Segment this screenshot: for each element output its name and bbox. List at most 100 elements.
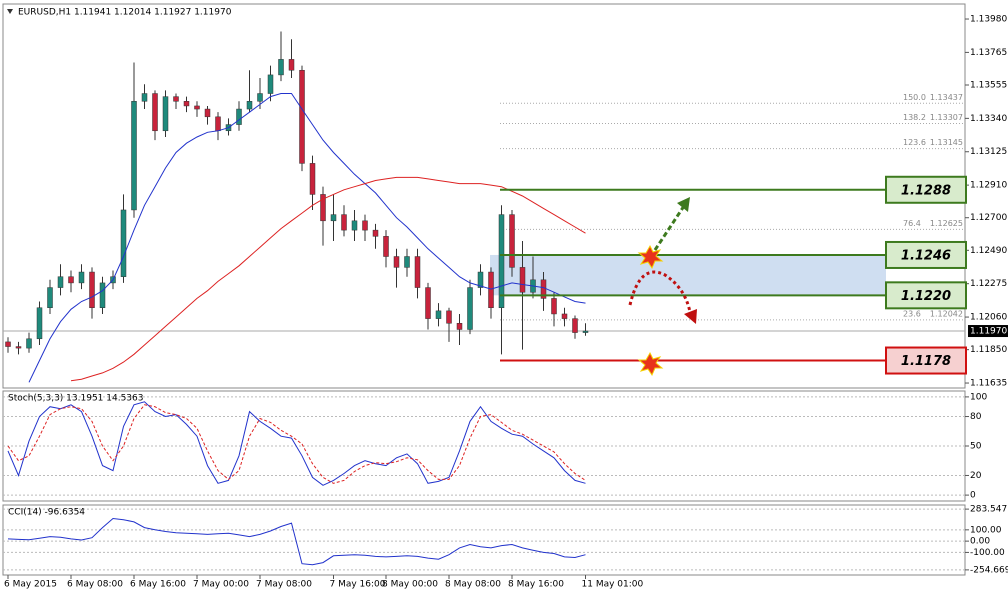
fib-ratio: 23.6 [903,309,921,318]
x-tick-label: 8 May 08:00 [445,580,501,590]
x-tick-label: 8 May 16:00 [508,580,564,590]
y-tick-label: 1.13555 [970,80,1007,90]
y-tick-label: 1.13765 [970,48,1007,58]
candle-body [131,101,137,211]
last-price-tag [968,325,1008,338]
x-tick-label: 8 May 00:00 [382,580,438,590]
y-tick-label: 1.13340 [970,114,1007,124]
y-tick-label: 1.12490 [970,246,1007,256]
candle-body [47,287,53,308]
candle-body [57,276,64,288]
indicator-line [7,404,586,484]
candle-body [183,101,190,107]
down-arrow [628,270,692,313]
x-tick-label: 6 May 08:00 [67,580,123,590]
fib-ratio: 150.0 [903,93,926,102]
candle-body [36,307,43,340]
candle-body [498,214,505,308]
y-tick-label: 1.13980 [970,15,1007,25]
level-label: 1.1220 [901,289,951,304]
candle-body [330,214,337,222]
candle-body [246,101,253,110]
burst [637,244,664,270]
candle-body [173,96,179,102]
fib-price: 1.12625 [930,219,963,228]
candle-body [425,287,431,319]
candle-body [456,323,463,330]
y-tick-label: 80 [970,412,982,422]
y-tick-label: 50 [970,442,982,452]
annotations [628,197,697,377]
candle-body [204,108,211,118]
level-label: 1.1288 [901,183,951,198]
level-box [885,240,967,269]
y-tick-label: 1.12700 [970,213,1007,223]
menu-triangle [7,9,13,14]
y-tick-label: 1.11635 [970,379,1007,389]
candle-body [404,256,410,268]
level-label: 1.1178 [901,354,951,369]
candle-body [152,93,158,132]
y-tick-label: 1.11850 [970,345,1007,355]
up-arrow [653,205,686,251]
y-tick-label: -254.669 [970,565,1008,575]
candle-body [446,310,452,324]
candle-body [362,220,368,231]
candle-body [372,229,379,237]
candle-body [561,313,568,319]
candle-body [383,236,389,257]
candle-body [393,256,400,268]
indicator-line [7,401,586,486]
candle-body [215,116,221,132]
fib-price: 1.13307 [930,113,963,122]
candle-body [351,220,358,231]
fib-ratio: 123.6 [903,138,926,147]
candle-body [89,271,95,308]
y-tick-label: 100.00 [970,525,1002,535]
candle-body [120,209,127,277]
candle-body [488,271,494,308]
chart-title: EURUSD,H1 1.11941 1.12014 1.11927 1.1197… [18,8,232,18]
candle-body [509,214,515,268]
candle-body [68,276,74,284]
candle-body [162,96,169,132]
y-tick-label: 1.13125 [970,147,1007,157]
candle-body [519,267,526,293]
candle-body [236,108,242,125]
candle-body [467,287,473,330]
x-tick-label: 7 May 16:00 [330,580,386,590]
candle-body [309,163,316,195]
candle-body [551,298,557,315]
candle-body [278,59,284,76]
zone [490,254,886,296]
candle-body [299,69,305,164]
last-price-label: 1.11970 [970,327,1007,337]
candle-body [78,271,85,284]
candle-body [288,59,295,71]
level-box [885,175,967,204]
level-box [885,281,967,310]
plot-layer: 150.0 1.13437 138.2 1.13307 123.6 1.13145 76.4… [3,15,1008,590]
candle-body [435,310,442,319]
candle-body [5,341,11,347]
candle-body [99,282,106,308]
down-arrow-head [684,309,697,324]
x-tick-label: 7 May 00:00 [193,580,249,590]
candle-body [26,338,32,349]
candle-body [141,93,148,102]
y-tick-label: 20 [970,471,982,481]
indicator-line [7,517,586,566]
fib-price: 1.13145 [930,138,963,147]
y-tick-label: -100.00 [970,548,1005,558]
indicator-line [70,176,586,382]
candle-body [320,194,326,222]
level-box [885,346,967,375]
candle-body [194,105,200,110]
y-tick-label: 1.12275 [970,279,1007,289]
y-tick-label: 0.00 [970,537,990,547]
candle-body [341,214,347,231]
stoch-title: Stoch(5,3,3) 13.1951 14.5363 [8,394,143,404]
candle-body [477,271,484,288]
x-tick-label: 7 May 08:00 [256,580,312,590]
